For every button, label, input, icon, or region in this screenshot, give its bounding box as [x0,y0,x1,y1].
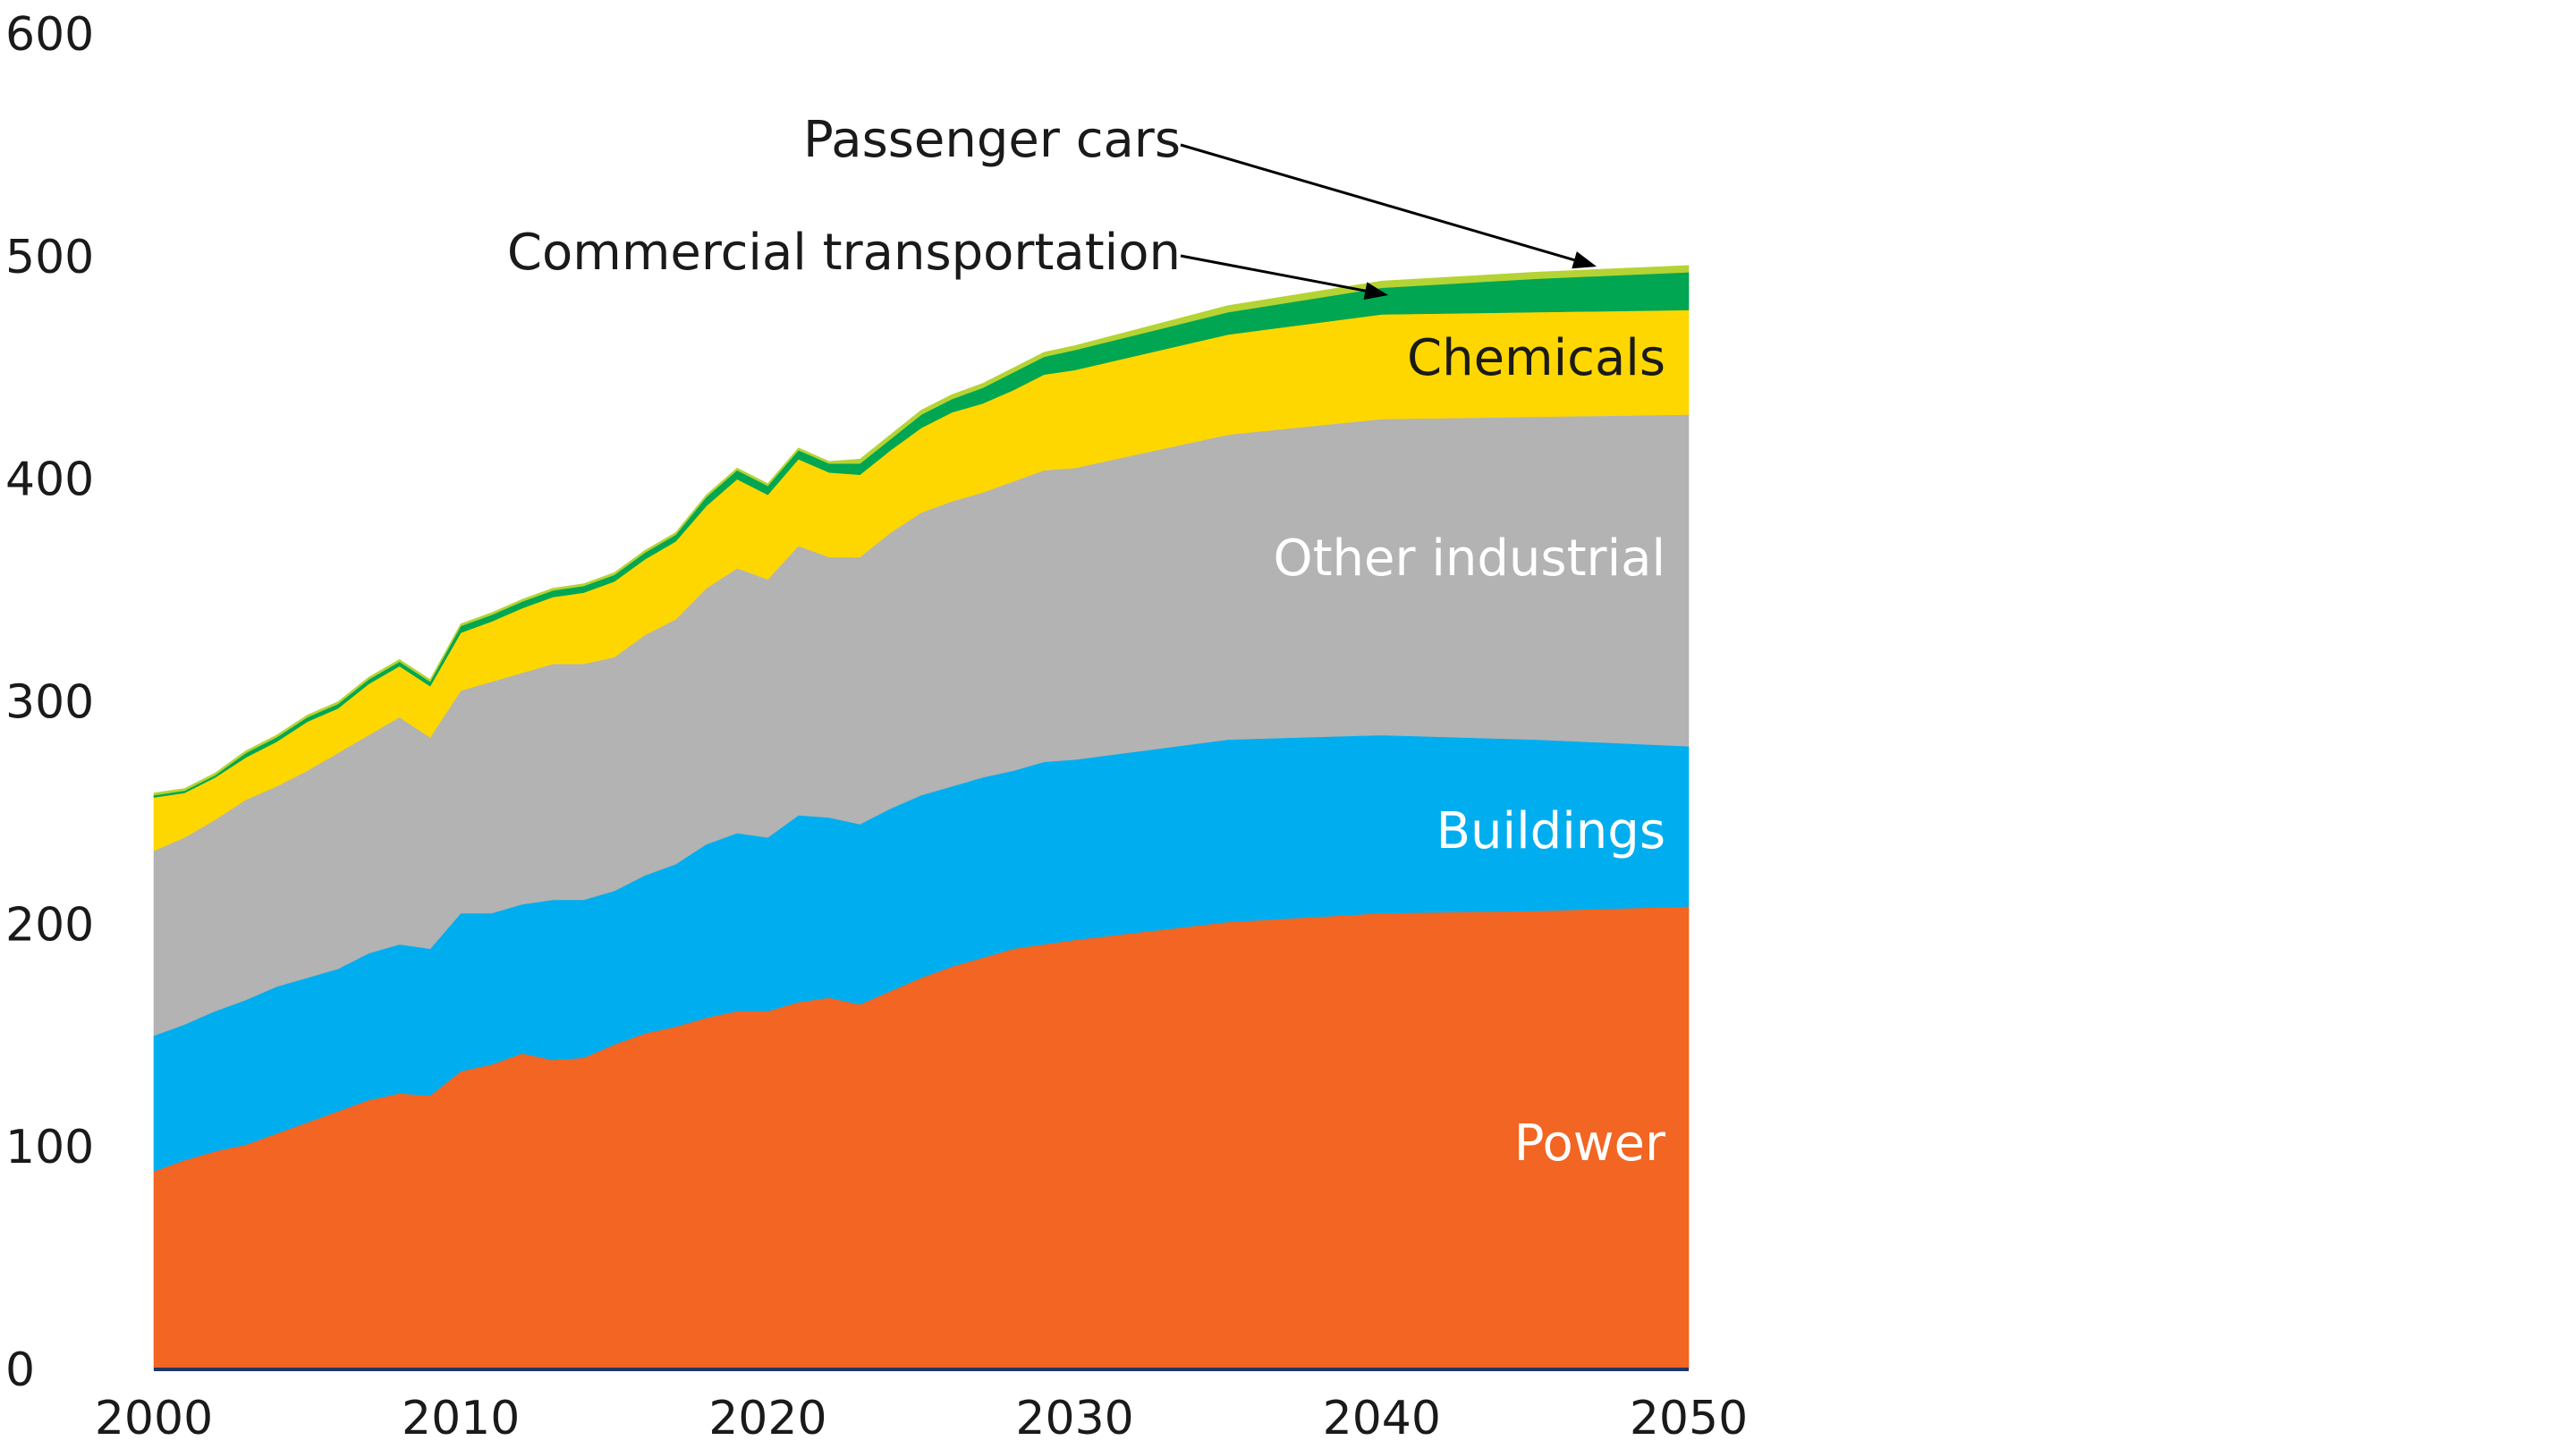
other-industrial-label: Other industrial [1274,530,1665,588]
y-tick-label: 200 [5,898,94,952]
commercial-transportation-label: Commercial transportation [507,224,1181,282]
x-axis: 2000 2010 2020 2030 2040 2050 [95,1392,1748,1445]
buildings-label: Buildings [1436,802,1665,860]
x-tick-label: 2030 [1015,1392,1133,1445]
area-passenger-cars [153,265,1690,796]
y-axis: 0 100 200 300 400 500 600 [5,8,94,1397]
commercial-transportation-arrow [1180,254,1366,292]
x-tick-label: 2020 [708,1392,826,1445]
y-tick-label: 400 [5,453,94,507]
y-tick-label: 0 [5,1343,35,1397]
commercial-transportation-arrowhead [1363,282,1388,300]
areas-layer [153,265,1690,1370]
y-tick-label: 100 [5,1121,94,1174]
y-tick-label: 500 [5,231,94,284]
x-tick-label: 2050 [1630,1392,1748,1445]
x-tick-label: 2040 [1323,1392,1441,1445]
y-tick-label: 600 [5,8,94,62]
x-tick-label: 2000 [95,1392,213,1445]
passenger-cars-arrowhead [1572,251,1597,269]
y-tick-label: 300 [5,676,94,730]
passenger-cars-arrow [1180,143,1575,262]
chemicals-label: Chemicals [1407,329,1665,387]
x-tick-label: 2010 [402,1392,520,1445]
passenger-cars-label: Passenger cars [803,111,1181,169]
power-label: Power [1514,1114,1666,1173]
